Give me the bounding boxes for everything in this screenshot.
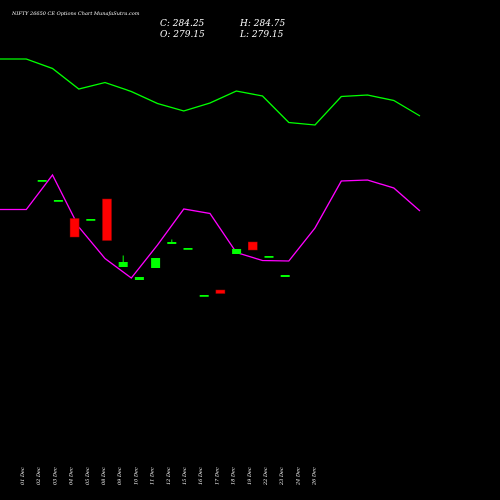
x-tick-label: 03 Dec bbox=[52, 467, 58, 485]
low-readout: L: 279.15 bbox=[239, 30, 284, 40]
x-tick-label: 18 Dec bbox=[231, 467, 237, 485]
candle-10-dec bbox=[134, 277, 144, 280]
candle-05-dec bbox=[86, 219, 96, 221]
candle-02-dec bbox=[37, 180, 47, 182]
overlay-lines bbox=[0, 58, 421, 279]
candle-11-dec bbox=[151, 258, 161, 268]
candle-17-dec bbox=[215, 289, 226, 294]
candle-body bbox=[183, 248, 193, 250]
candle-18-dec bbox=[232, 249, 242, 254]
candle-09-dec bbox=[118, 255, 128, 267]
candle-23-dec bbox=[280, 275, 290, 277]
open-readout: O: 279.15 bbox=[160, 30, 205, 40]
candle-body bbox=[69, 218, 80, 238]
candle-22-dec bbox=[264, 256, 274, 258]
candle-body bbox=[199, 295, 209, 297]
x-tick-label: 19 Dec bbox=[247, 467, 253, 485]
close-readout: C: 284.25 bbox=[160, 19, 205, 29]
x-tick-label: 17 Dec bbox=[214, 467, 220, 485]
x-tick-label: 08 Dec bbox=[101, 467, 107, 485]
candle-body bbox=[215, 289, 226, 294]
candle-body bbox=[280, 275, 290, 277]
candle-body bbox=[118, 262, 128, 267]
x-tick-label: 26 Dec bbox=[312, 467, 318, 486]
x-axis: 01 Dec 02 Dec 03 Dec 04 Dec 05 Dec 08 Dec 09 D… bbox=[20, 467, 318, 486]
x-tick-label: 12 Dec bbox=[166, 467, 172, 485]
x-tick-label: 04 Dec bbox=[69, 467, 75, 485]
candle-body bbox=[102, 198, 112, 241]
chart-title: NIFTY 26650 CE Options Chart MunafaSutra… bbox=[11, 11, 140, 17]
candle-body bbox=[167, 242, 177, 244]
candle-08-dec bbox=[102, 198, 112, 241]
candle-body bbox=[53, 200, 63, 202]
candle-03-dec bbox=[53, 200, 63, 202]
x-tick-label: 05 Dec bbox=[85, 467, 91, 485]
candle-body bbox=[37, 180, 47, 182]
x-tick-label: 10 Dec bbox=[133, 467, 139, 485]
candle-16-dec bbox=[199, 295, 209, 297]
candle-body bbox=[232, 249, 242, 254]
overlay-line-2 bbox=[0, 173, 421, 279]
candle-body bbox=[264, 256, 274, 258]
candle-body bbox=[248, 241, 258, 251]
x-tick-label: 02 Dec bbox=[36, 467, 42, 485]
overlay-line-1 bbox=[0, 58, 421, 126]
x-tick-label: 01 Dec bbox=[20, 467, 26, 485]
x-tick-label: 11 Dec bbox=[150, 467, 156, 485]
candle-body bbox=[151, 258, 161, 268]
candles bbox=[37, 180, 290, 297]
x-tick-label: 23 Dec bbox=[279, 467, 285, 486]
x-tick-label: 22 Dec bbox=[263, 467, 269, 486]
candle-19-dec bbox=[248, 241, 258, 251]
candle-body bbox=[86, 219, 96, 221]
x-tick-label: 24 Dec bbox=[295, 467, 301, 486]
candle-15-dec bbox=[183, 248, 193, 250]
high-readout: H: 284.75 bbox=[239, 19, 286, 29]
x-tick-label: 09 Dec bbox=[117, 467, 123, 485]
candle-body bbox=[134, 277, 144, 280]
candle-04-dec bbox=[69, 218, 80, 238]
candle-12-dec bbox=[167, 239, 177, 244]
x-tick-label: 15 Dec bbox=[182, 467, 188, 485]
x-tick-label: 16 Dec bbox=[198, 467, 204, 485]
